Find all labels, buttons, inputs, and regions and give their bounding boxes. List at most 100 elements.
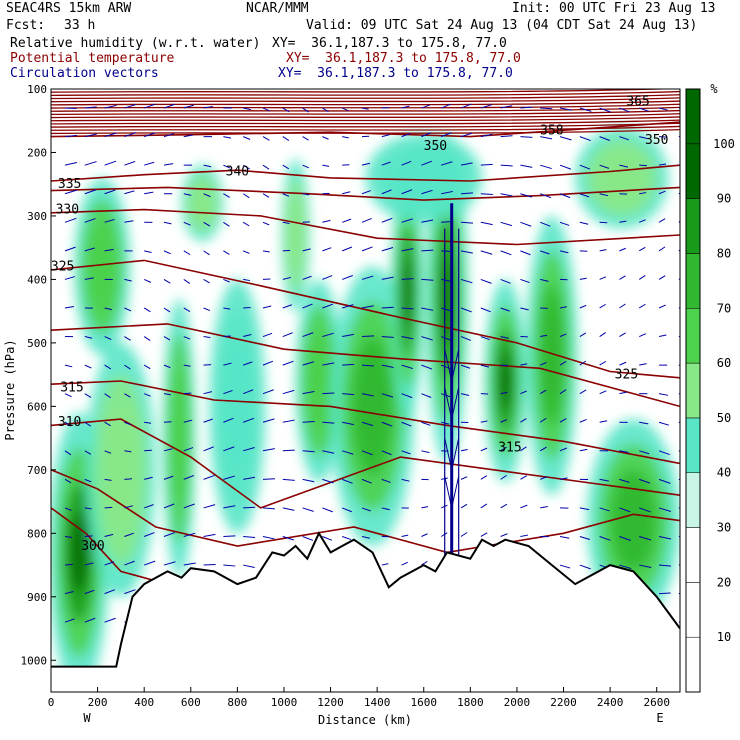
- circulation-vector: [500, 135, 513, 138]
- circulation-vector: [361, 305, 374, 309]
- colorbar-swatch: [685, 527, 701, 583]
- field-theta-name: Potential temperature: [10, 51, 175, 66]
- circulation-vector: [104, 307, 113, 311]
- y-axis-label: Pressure (hPa): [3, 339, 17, 440]
- circulation-vector: [163, 503, 175, 509]
- circulation-vector: [599, 332, 606, 337]
- circulation-vector: [559, 193, 571, 199]
- circulation-vector: [361, 275, 374, 280]
- vertical-vector-head: [444, 476, 460, 509]
- circulation-vector: [262, 360, 274, 366]
- circulation-vector: [124, 450, 132, 453]
- theta-line-upper: [51, 103, 680, 109]
- circulation-vector: [104, 218, 115, 223]
- circulation-vector: [559, 221, 570, 226]
- circulation-vector: [342, 421, 354, 426]
- circulation-vector: [361, 335, 375, 338]
- circulation-vector: [143, 336, 151, 341]
- circulation-vector: [84, 478, 92, 483]
- field-vector-name: Circulation vectors: [10, 66, 159, 81]
- circulation-vector: [163, 448, 173, 452]
- theta-line-310: [51, 418, 680, 509]
- circulation-vector: [658, 218, 666, 223]
- circulation-vector: [520, 307, 529, 311]
- circulation-vector: [559, 136, 572, 141]
- colorbar-swatch: [685, 636, 701, 693]
- circulation-vector: [639, 107, 649, 112]
- circulation-vector: [144, 132, 156, 138]
- circulation-vector: [421, 307, 434, 311]
- theta-line-upper: [51, 116, 680, 122]
- circulation-vector: [124, 364, 131, 370]
- circulation-vector: [619, 220, 627, 223]
- circulation-vector: [401, 364, 413, 370]
- circulation-vector: [619, 564, 632, 570]
- x-tick-label: 800: [227, 696, 247, 709]
- circulation-vector: [500, 105, 513, 109]
- humidity-cell: [544, 316, 560, 395]
- colorbar-swatch: [685, 198, 701, 254]
- circulation-vector: [302, 421, 315, 423]
- circulation-vector: [658, 304, 666, 309]
- circulation-vector: [342, 107, 349, 112]
- circulation-vector: [322, 332, 334, 338]
- circulation-vector: [104, 589, 116, 595]
- circulation-vector: [559, 535, 570, 539]
- theta-line-upper: [51, 125, 680, 131]
- circulation-vector: [282, 419, 295, 423]
- circulation-vector: [163, 133, 175, 138]
- circulation-vector: [84, 589, 95, 595]
- circulation-vector: [124, 103, 137, 109]
- init-time: Init: 00 UTC Fri 23 Aug 13: [512, 1, 716, 16]
- circulation-vector: [599, 360, 607, 366]
- circulation-vector: [480, 336, 491, 341]
- circulation-vector: [401, 160, 412, 166]
- circulation-vector: [322, 247, 332, 252]
- circulation-vector: [243, 278, 250, 282]
- humidity-cell: [620, 492, 647, 550]
- circulation-vector: [163, 250, 171, 255]
- circulation-vector: [381, 217, 393, 223]
- circulation-vector: [183, 250, 191, 256]
- vertical-vector-head: [444, 349, 460, 382]
- circulation-vector: [441, 161, 453, 166]
- circulation-vector: [203, 533, 216, 537]
- circulation-vector: [361, 393, 374, 397]
- circulation-vector: [579, 536, 591, 540]
- theta-label: 365: [626, 95, 649, 110]
- circulation-vector: [480, 193, 493, 196]
- circulation-vector: [104, 478, 112, 481]
- circulation-vector: [262, 250, 270, 253]
- circulation-vector: [124, 336, 131, 341]
- circulation-vector: [381, 336, 394, 338]
- circulation-vector: [480, 420, 488, 423]
- circulation-vector: [480, 104, 492, 109]
- circulation-vector: [540, 476, 548, 480]
- circulation-vector: [500, 307, 510, 312]
- circulation-vector: [579, 332, 587, 337]
- theta-line-upper: [51, 100, 680, 106]
- circulation-vector: [460, 307, 472, 313]
- theta-label: 350: [424, 139, 447, 154]
- circulation-vector: [163, 561, 176, 566]
- circulation-vector: [104, 104, 117, 109]
- circulation-vector: [342, 507, 352, 513]
- colorbar-tick-label: 30: [717, 521, 731, 535]
- circulation-vector: [520, 106, 533, 109]
- circulation-vector: [579, 564, 591, 570]
- circulation-vector: [64, 563, 73, 566]
- circulation-vector: [282, 507, 295, 511]
- circulation-vector: [183, 562, 196, 566]
- circulation-vector: [401, 218, 413, 223]
- circulation-vector: [381, 246, 394, 252]
- circulation-vector: [322, 275, 333, 280]
- circulation-vector: [361, 478, 372, 484]
- y-tick-label: 600: [27, 400, 47, 413]
- circulation-vector: [579, 418, 587, 423]
- x-tick-label: 2600: [643, 696, 670, 709]
- circulation-vector: [500, 221, 513, 227]
- circulation-vector: [619, 107, 630, 113]
- circulation-vector: [322, 136, 329, 140]
- theta-label: 330: [56, 203, 79, 218]
- circulation-vector: [599, 249, 607, 252]
